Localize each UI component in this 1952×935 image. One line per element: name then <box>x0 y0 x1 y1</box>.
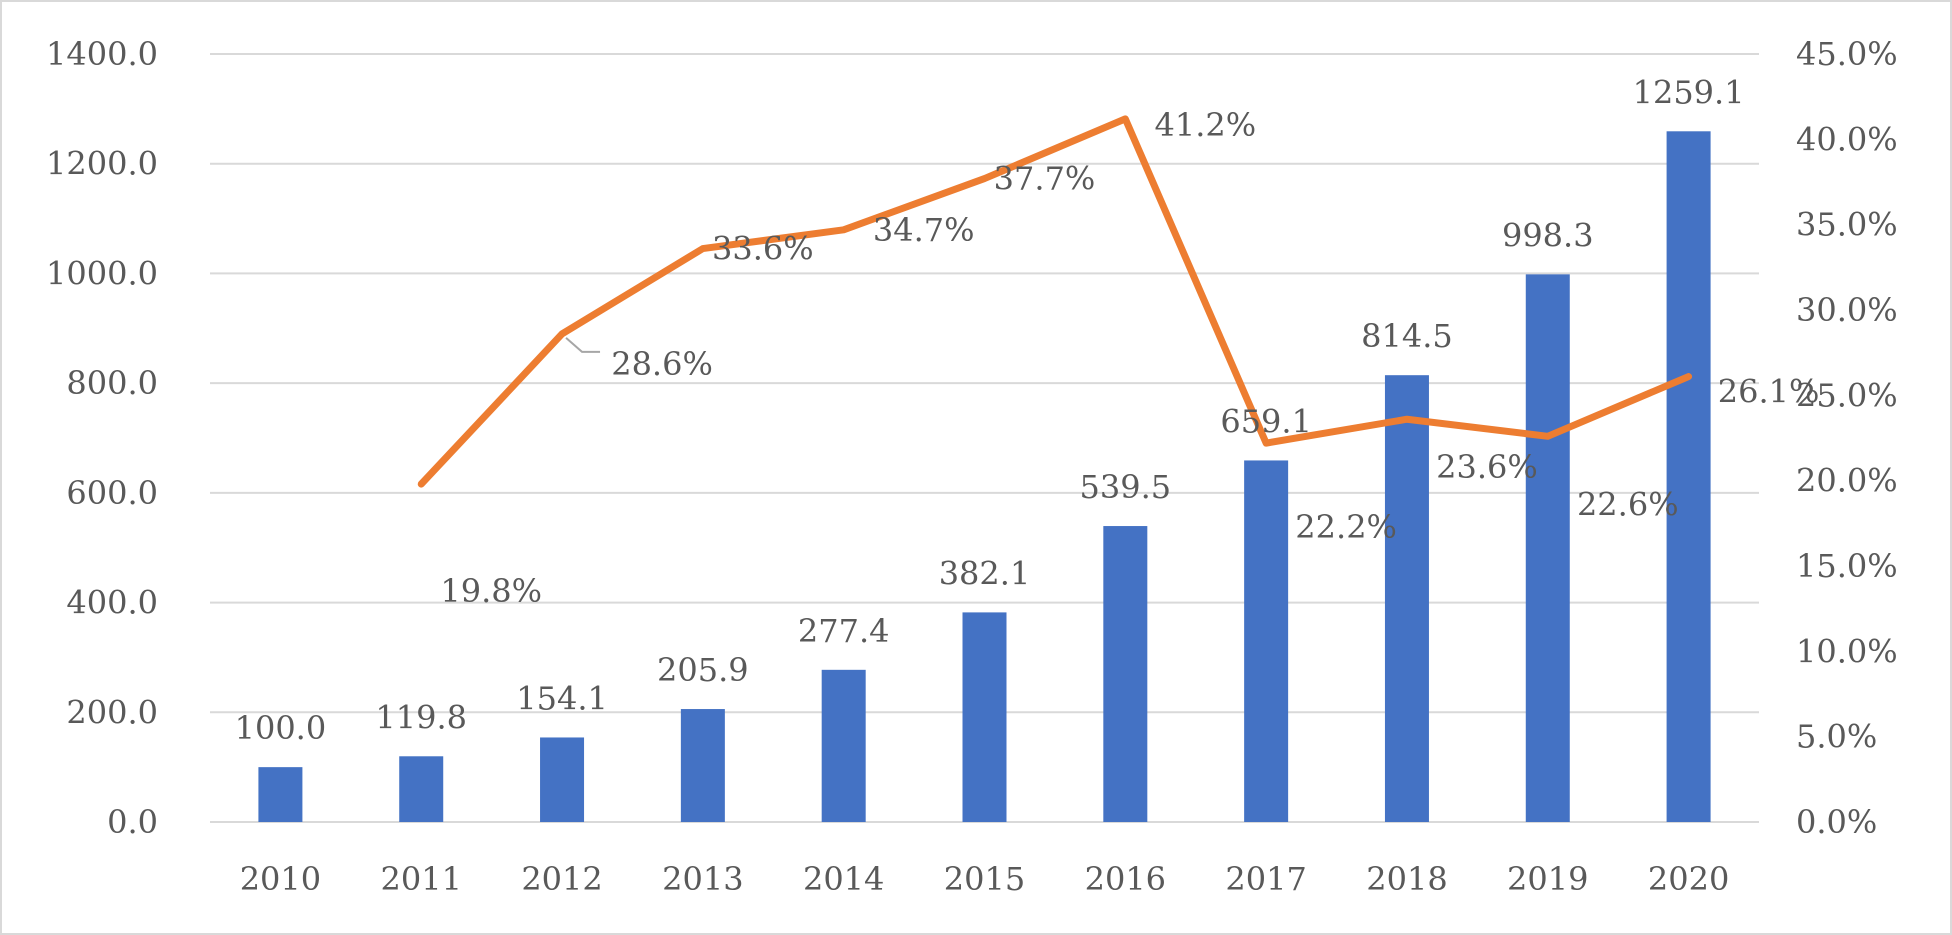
bar-2019 <box>1525 274 1570 822</box>
left-axis-tick-label: 600.0 <box>66 474 158 512</box>
line-point-2013 <box>701 247 704 250</box>
line-data-label: 41.2% <box>1154 106 1256 144</box>
x-axis-tick-label: 2013 <box>662 860 743 898</box>
bar-data-label: 539.5 <box>1080 468 1172 506</box>
right-axis-tick-label: 40.0% <box>1796 120 1898 158</box>
bar-2017 <box>1244 460 1289 822</box>
line-point-2020 <box>1687 375 1690 378</box>
left-axis-tick-label: 1400.0 <box>46 35 158 73</box>
bar-data-label: 154.1 <box>516 679 608 717</box>
left-axis-tick-label: 800.0 <box>66 364 158 402</box>
line-point-2012 <box>561 332 564 335</box>
left-axis-tick-label: 0.0 <box>107 803 158 841</box>
label-leader-line <box>565 337 601 353</box>
x-axis-tick-label: 2016 <box>1085 860 1166 898</box>
x-axis-tick-label: 2010 <box>240 860 321 898</box>
line-point-2017 <box>1265 442 1268 445</box>
line-data-label: 37.7% <box>994 160 1096 198</box>
x-axis-tick-label: 2012 <box>521 860 602 898</box>
line-data-label: 26.1% <box>1718 373 1820 411</box>
x-axis-tick-label: 2011 <box>381 860 462 898</box>
line-data-label: 28.6% <box>611 345 713 383</box>
right-axis-tick-label: 45.0% <box>1796 35 1898 73</box>
x-axis-tick-label: 2017 <box>1225 860 1306 898</box>
x-axis-tick-label: 2019 <box>1507 860 1588 898</box>
line-data-label: 19.8% <box>440 572 542 610</box>
bar-data-label: 119.8 <box>375 698 467 736</box>
left-axis-tick-label: 1000.0 <box>46 254 158 292</box>
line-data-label: 23.6% <box>1436 448 1538 486</box>
line-point-2016 <box>1124 117 1127 120</box>
line-point-2015 <box>983 177 986 180</box>
line-data-label: 34.7% <box>873 211 975 249</box>
bar-2014 <box>821 669 866 822</box>
bar-data-label: 998.3 <box>1502 216 1594 254</box>
line-point-2014 <box>842 228 845 231</box>
growth-rate-line <box>417 115 1693 488</box>
right-axis-tick-label: 10.0% <box>1796 632 1898 670</box>
bar-data-label: 814.5 <box>1361 317 1453 355</box>
x-axis-tick-label: 2015 <box>944 860 1025 898</box>
bar-data-label: 382.1 <box>939 554 1031 592</box>
bar-2011 <box>399 756 444 822</box>
left-axis-tick-label: 400.0 <box>66 584 158 622</box>
line-point-2018 <box>1405 418 1408 421</box>
bar-data-label: 205.9 <box>657 651 749 689</box>
right-axis-tick-label: 20.0% <box>1796 462 1898 500</box>
right-axis-tick-label: 25.0% <box>1796 376 1898 414</box>
right-axis-tick-label: 30.0% <box>1796 291 1898 329</box>
right-axis-tick-label: 5.0% <box>1796 718 1877 756</box>
line-data-label: 33.6% <box>712 230 814 268</box>
line-data-label: 22.2% <box>1295 508 1397 546</box>
right-axis-tick-label: 15.0% <box>1796 547 1898 585</box>
bar-data-label: 277.4 <box>798 612 890 650</box>
bar-2012 <box>540 737 585 822</box>
bar-2010 <box>258 767 303 822</box>
bar-2015 <box>962 612 1007 822</box>
line-point-2011 <box>420 483 423 486</box>
bar-data-label: 659.1 <box>1220 402 1312 440</box>
right-axis-tick-label: 35.0% <box>1796 206 1898 244</box>
x-axis-tick-label: 2020 <box>1648 860 1729 898</box>
right-axis-tick-label: 0.0% <box>1796 803 1877 841</box>
bar-data-label: 100.0 <box>235 709 327 747</box>
bar-2018 <box>1384 375 1429 822</box>
left-axis-tick-label: 200.0 <box>66 693 158 731</box>
line-data-label: 22.6% <box>1577 485 1679 523</box>
x-axis-tick-label: 2014 <box>803 860 884 898</box>
line-point-2019 <box>1546 435 1549 438</box>
left-axis-tick-label: 1200.0 <box>46 145 158 183</box>
bar-2016 <box>1103 526 1148 822</box>
bar-data-label: 1259.1 <box>1633 73 1745 111</box>
bar-2020 <box>1666 131 1711 823</box>
x-axis-tick-label: 2018 <box>1366 860 1447 898</box>
bar-2013 <box>680 709 725 822</box>
